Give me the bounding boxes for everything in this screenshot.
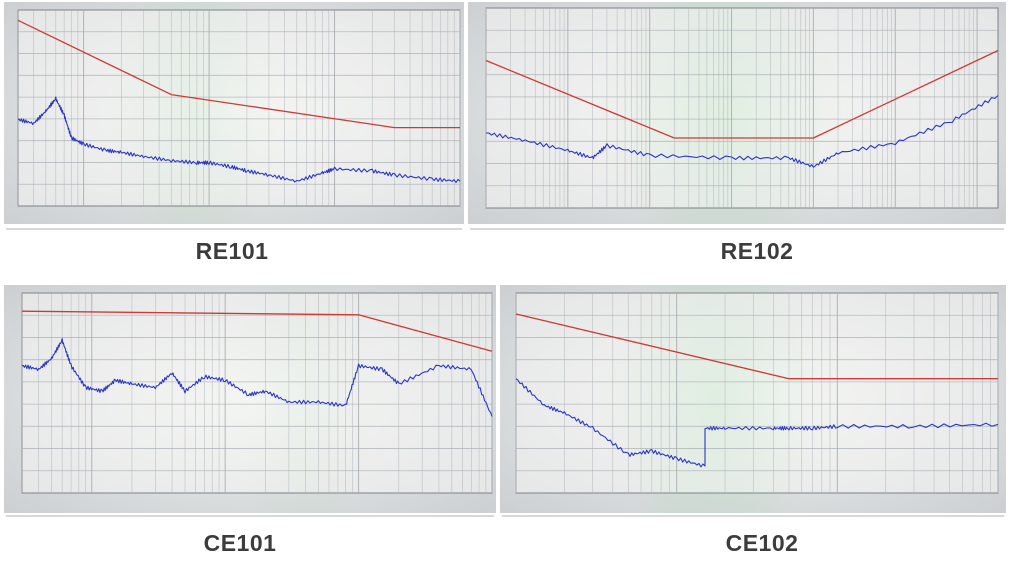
ce101-chart xyxy=(4,285,496,513)
ce102-divider xyxy=(502,515,1004,517)
ce102-grid xyxy=(515,293,999,493)
re101-grid xyxy=(17,10,461,206)
re101-caption: RE101 xyxy=(195,238,269,264)
re102-caption: RE102 xyxy=(720,238,794,264)
re101-measurement-line xyxy=(17,96,461,184)
re102-chart xyxy=(468,2,1006,224)
ce101-caption: CE101 xyxy=(203,530,277,556)
re102-limit-line xyxy=(485,49,999,139)
re101-panel xyxy=(4,2,464,224)
ce102-chart xyxy=(500,285,1006,513)
re102-panel xyxy=(468,2,1006,224)
re102-plot-area xyxy=(485,7,999,209)
ce101-measurement-line xyxy=(21,338,493,417)
re101-limit-line xyxy=(17,19,460,129)
ce102-caption: CE102 xyxy=(725,530,799,556)
ce102-panel xyxy=(500,285,1006,513)
ce102-measurement-line xyxy=(515,378,999,468)
re102-divider xyxy=(470,228,1004,230)
re102-measurement-line xyxy=(486,95,999,168)
ce102-limit-line xyxy=(515,313,998,380)
ce101-limit-line xyxy=(21,310,493,352)
ce101-divider xyxy=(6,515,494,517)
re101-divider xyxy=(6,228,462,230)
re101-chart xyxy=(4,2,464,224)
ce102-plot-area xyxy=(515,292,999,494)
re101-plot-area xyxy=(17,9,461,207)
ce101-grid xyxy=(21,293,493,493)
re102-grid xyxy=(485,8,998,208)
ce101-panel xyxy=(4,285,496,513)
